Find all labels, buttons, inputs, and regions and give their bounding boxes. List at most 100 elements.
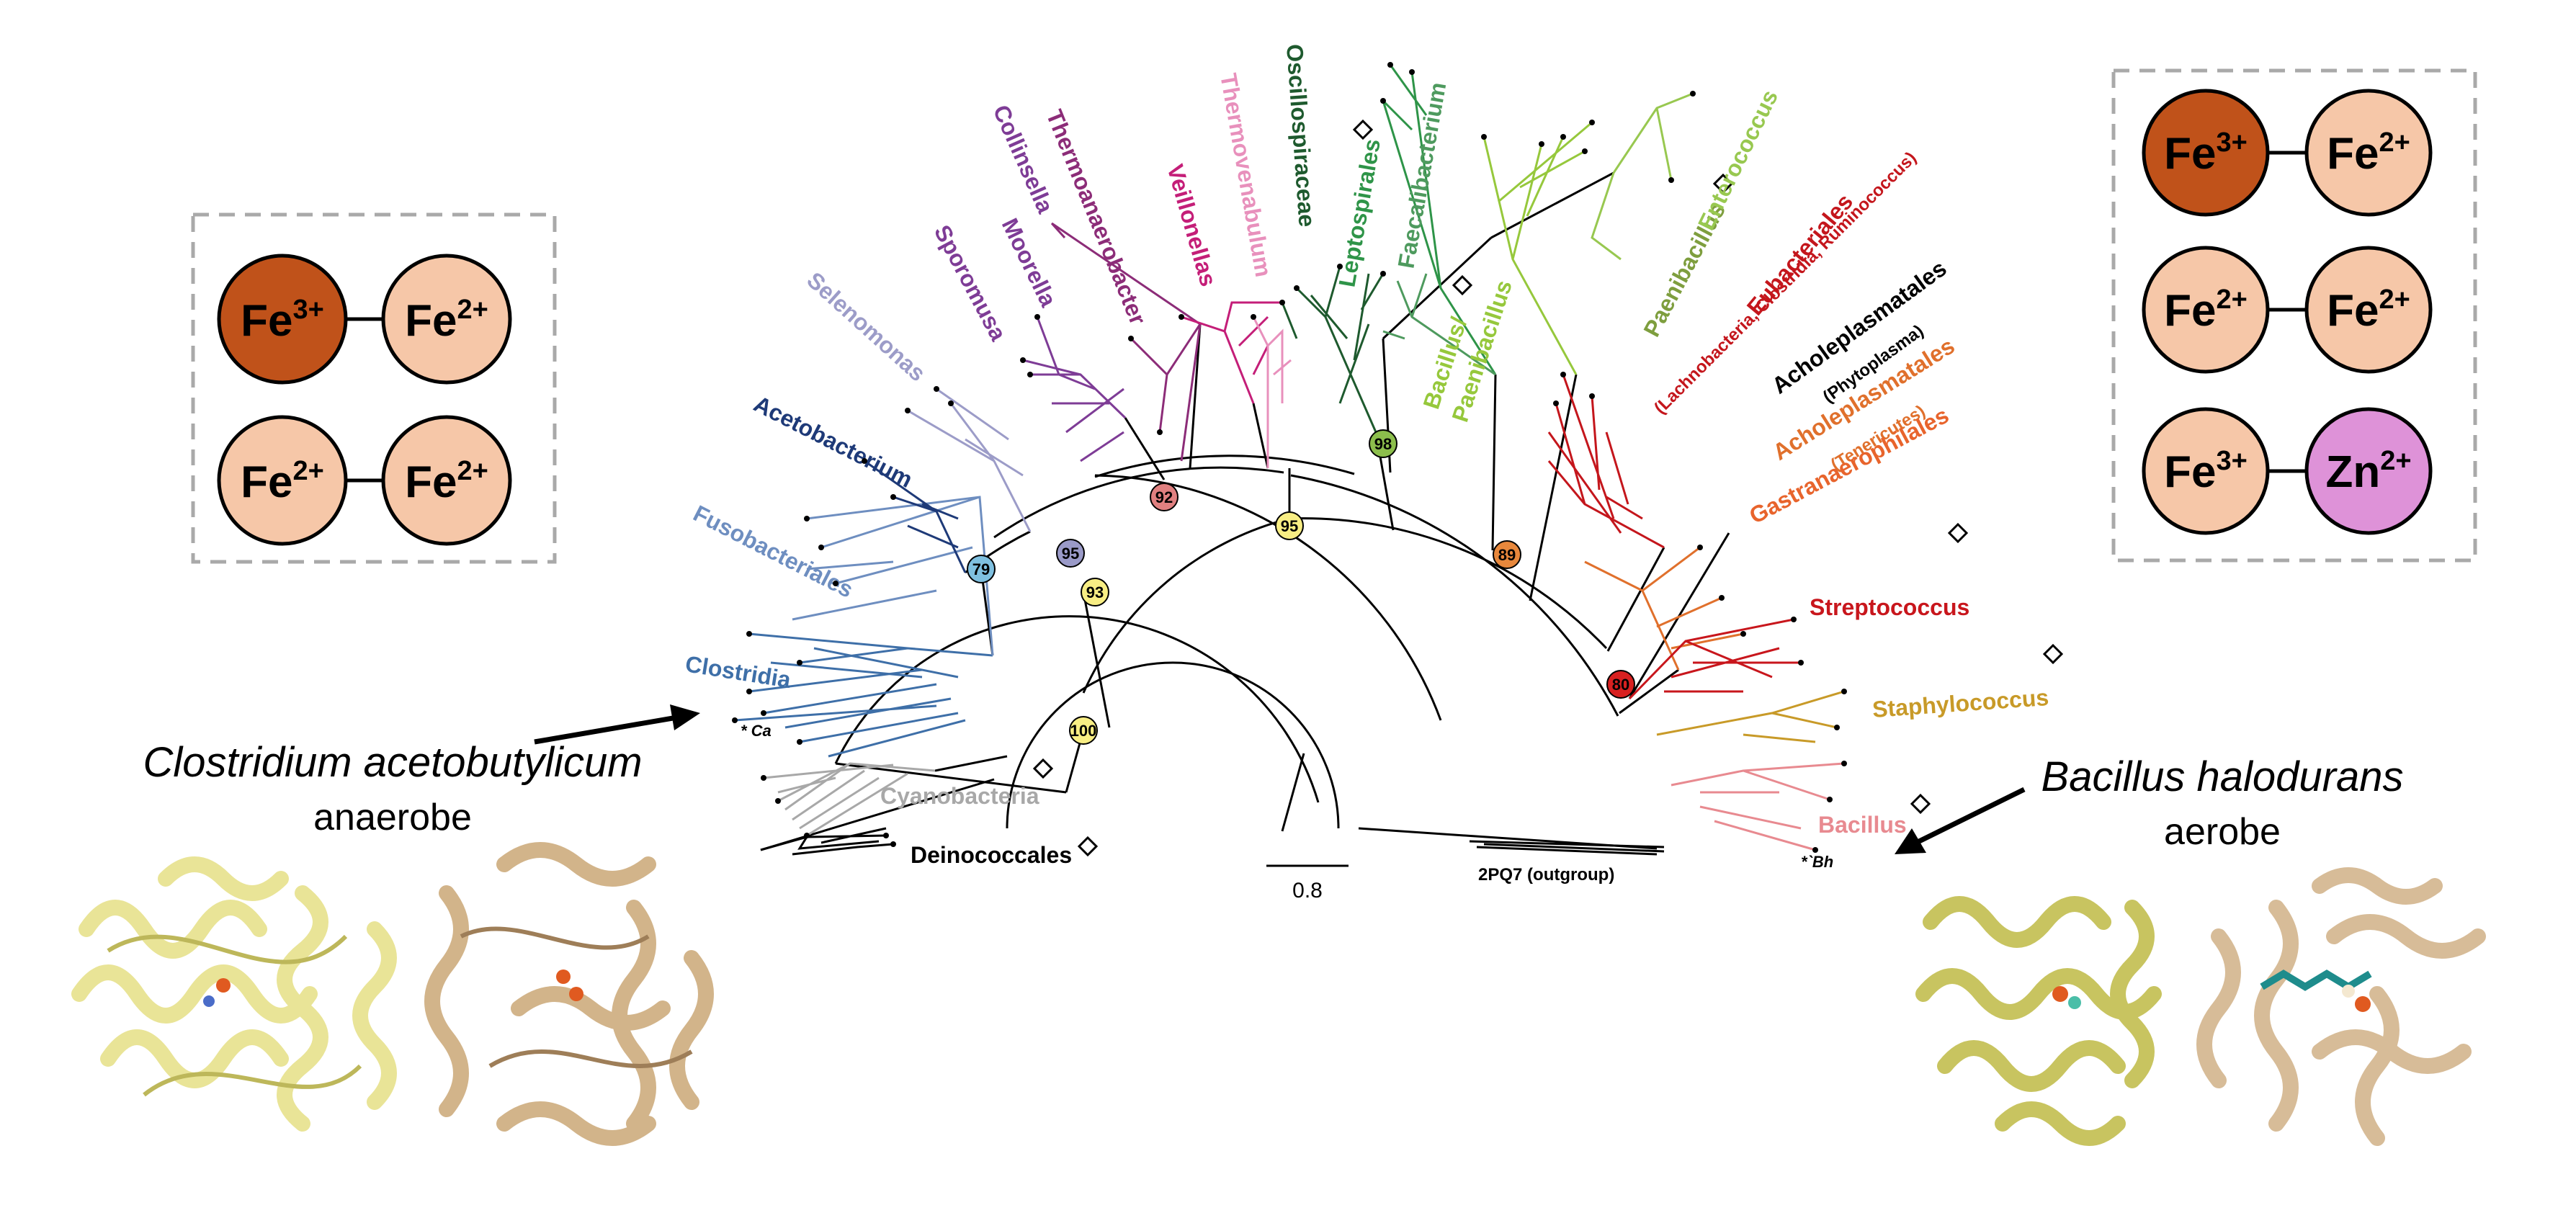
diamond-marker <box>1947 522 1969 544</box>
scale-bar-value: 0.8 <box>1292 879 1323 903</box>
backbone-arc-inner <box>834 615 1320 803</box>
clade-label-deinococcales: Deinococcales <box>911 842 1072 868</box>
backbone-arc-outer-right <box>1290 474 1619 717</box>
branches-acetobacterium <box>864 460 967 573</box>
branches-deinococcales <box>760 827 894 856</box>
right-pair-1: Fe3+ Fe2+ <box>2142 89 2433 217</box>
clade-label-oscillospiraceae: Oscillospiraceae <box>1282 43 1320 228</box>
bootstrap-node-value: 100 <box>1070 722 1097 740</box>
branches-leptospirales <box>1382 64 1497 375</box>
right-pair-2-ion-b <box>2304 246 2433 374</box>
bootstrap-node-value: 79 <box>972 560 990 578</box>
branches-bacillus-paeni <box>1482 121 1593 375</box>
diamond-marker <box>2042 643 2064 665</box>
right-pair-3-label-b: Zn2+ <box>2325 446 2411 497</box>
right-pair-2-label-a: Fe2+ <box>2164 285 2248 336</box>
left-pair-1-label-b: Fe2+ <box>405 295 488 346</box>
clade-label-streptococcus: Streptococcus <box>1810 594 1969 620</box>
branches-enterococcus <box>1591 92 1694 261</box>
clade-label-enterococcus: Enterococcus <box>1693 86 1783 234</box>
left-arrow-head <box>670 704 700 730</box>
backbone-arc-outer-left <box>993 466 1284 539</box>
branches-outgroup <box>1469 840 1665 856</box>
right-protein-helices-yellow <box>1915 896 2162 1146</box>
right-box-border <box>2111 68 2477 563</box>
left-arrow <box>534 715 678 745</box>
backbone-arc-mid <box>1082 517 1290 694</box>
bootstrap-node-value: 80 <box>1612 676 1629 694</box>
left-ion-box: Fe3+ Fe2+ Fe2+ Fe2+ <box>191 212 557 564</box>
right-pair-1-label-b: Fe2+ <box>2327 127 2410 179</box>
clade-labels: Deinococcales Cyanobacteria Clostridia F… <box>684 43 2049 885</box>
right-pair-3-ion-b <box>2304 407 2433 535</box>
branches-thermoanaerobacter <box>1050 222 1202 462</box>
right-pair-3-ion-a <box>2142 407 2270 535</box>
left-pair-2-label-b: Fe2+ <box>405 456 488 507</box>
clade-label-veillonellas: Veillonellas <box>1162 161 1222 289</box>
backbone-arc-right <box>1287 517 1608 650</box>
clade-label-selenomonas: Selenomonas <box>802 267 931 386</box>
diamond-marker <box>1712 173 1734 194</box>
right-pair-1-ion-b <box>2304 89 2433 217</box>
clade-label-bacillus: Bacillus <box>1818 812 1907 838</box>
branches-thermovenabulum <box>1252 316 1292 468</box>
left-box-border <box>191 212 557 564</box>
left-pair-2-label-a: Fe2+ <box>241 456 324 507</box>
bootstrap-node <box>1275 511 1304 540</box>
bootstrap-node-value: 95 <box>1281 517 1298 535</box>
right-pair-1-label-a: Fe3+ <box>2164 127 2248 179</box>
bootstrap-node-value: 98 <box>1374 435 1392 453</box>
leaf-tips <box>732 62 1847 853</box>
right-protein-helices-tan <box>2196 867 2486 1146</box>
bootstrap-node <box>967 555 996 583</box>
left-organism: Clostridium acetobutylicum anaerobe <box>143 704 700 838</box>
phylogenetic-tree: 0.8 100 93 95 79 95 92 98 89 80 Deinococcales Cy… <box>684 43 2064 903</box>
outgroup-label: 2PQ7 (outgroup) <box>1478 865 1614 885</box>
right-organism: Bacillus halodurans aerobe <box>1895 753 2403 854</box>
left-organism-lifestyle: anaerobe <box>313 797 472 838</box>
right-pair-2-ion-a <box>2142 246 2270 374</box>
left-protein-helices-yellow <box>71 856 397 1132</box>
branches-acholeplasmatales <box>1584 546 1744 671</box>
diamond-marker <box>1910 793 1931 815</box>
diamond-marker <box>1452 274 1473 296</box>
right-protein-ligand <box>2052 970 2372 1012</box>
bootstrap-node <box>1493 540 1521 569</box>
right-pair-2: Fe2+ Fe2+ <box>2142 246 2433 374</box>
left-pair-1: Fe3+ Fe2+ <box>217 254 512 385</box>
right-pair-3: Fe3+ Zn2+ <box>2142 407 2433 535</box>
marker-bh: *`Bh <box>1801 853 1833 871</box>
right-protein-structure <box>1915 867 2486 1146</box>
right-arrow-head <box>1895 828 1926 854</box>
bootstrap-node <box>1606 670 1635 699</box>
branches-faecalibacterium <box>1382 273 1496 376</box>
right-arrow <box>1915 787 2026 846</box>
clade-label-sporomusa: Sporomusa <box>929 220 1012 345</box>
bootstrap-nodes: 100 93 95 79 95 92 98 89 80 <box>967 429 1635 745</box>
bootstrap-node-value: 89 <box>1498 546 1516 564</box>
left-protein-structure <box>71 842 714 1146</box>
tree-backbone <box>760 171 1730 851</box>
branches-veillonellas <box>1181 301 1282 404</box>
clade-label-acetobacterium: Acetobacterium <box>750 390 917 493</box>
left-protein-loops <box>107 934 362 1097</box>
left-pair-1-label-a: Fe3+ <box>241 295 324 346</box>
right-pair-3-label-a: Fe3+ <box>2164 446 2248 497</box>
bootstrap-node-value: 95 <box>1062 545 1079 563</box>
left-protein-helices-tan <box>424 842 714 1146</box>
left-protein-metal-site <box>203 970 583 1007</box>
left-pair-1-ion-a <box>217 254 348 385</box>
diamond-marker <box>1077 836 1099 857</box>
bootstrap-node-value: 92 <box>1155 488 1173 506</box>
branches-cyanobacteria <box>763 762 936 837</box>
bootstrap-node <box>1069 716 1098 745</box>
left-pair-1-ion-b <box>381 254 512 385</box>
branches-selenomonas <box>907 388 1032 532</box>
right-ion-box: Fe3+ Fe2+ Fe2+ Fe2+ Fe3+ Zn2+ <box>2111 68 2477 563</box>
right-pair-1-ion-a <box>2142 89 2270 217</box>
clade-label-clostridia: Clostridia <box>684 650 793 693</box>
right-pair-2-label-b: Fe2+ <box>2327 285 2410 336</box>
right-organism-name: Bacillus halodurans <box>2041 753 2404 800</box>
bootstrap-node <box>1150 483 1179 511</box>
bootstrap-node <box>1056 539 1085 568</box>
